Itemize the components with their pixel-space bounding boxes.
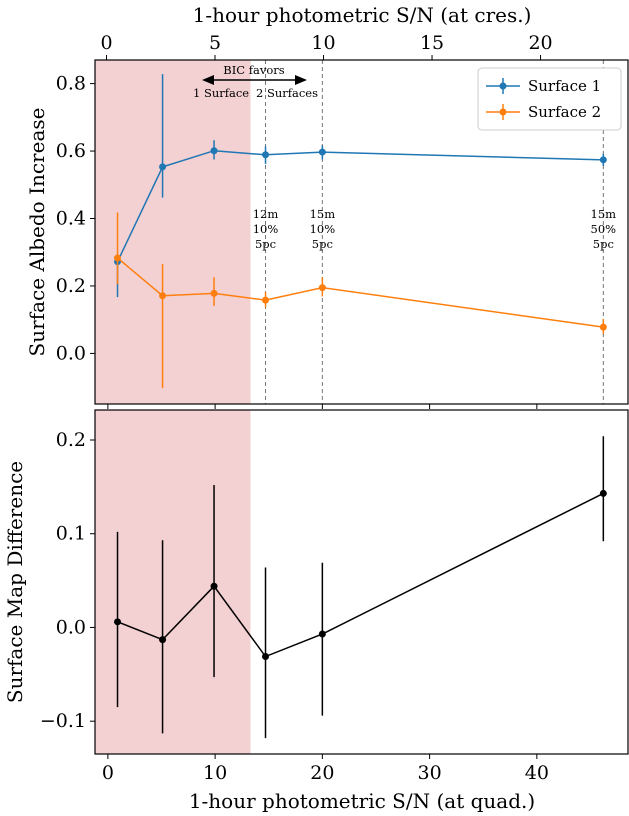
bottom-x-axis-label: 1-hour photometric S/N (at quad.) — [189, 789, 535, 813]
legend-marker-surface-2 — [499, 108, 507, 116]
legend-label-surface-1: Surface 1 — [528, 77, 601, 95]
bottom-y-axis-label: Surface Map Difference — [3, 461, 27, 703]
bic-arrow-right-head — [295, 75, 307, 85]
bic-arrow-left-head — [202, 75, 214, 85]
top-bottom-ticks — [107, 404, 538, 409]
top-ytick-label-4: 0.8 — [56, 73, 86, 95]
legend: Surface 1 Surface 2 — [477, 67, 622, 131]
diff-line — [117, 492, 604, 658]
point-s0-3 — [262, 151, 270, 159]
bottom-ytick-label-0: −0.1 — [40, 710, 86, 732]
vline-label-1-2: 5pc — [312, 237, 333, 251]
top-y-axis-label: Surface Albedo Increase — [25, 108, 49, 357]
bottom-ytick-label-1: 0.0 — [56, 616, 86, 638]
legend-entry-surface-1: Surface 1 — [486, 77, 601, 95]
bottom-panel: −0.1 0.0 0.1 0.2 0 10 20 30 40 1-hour photometr… — [3, 409, 629, 813]
top-cres-tick-label-3: 15 — [420, 32, 444, 54]
point-s1-2 — [210, 289, 218, 297]
bottom-plot-frame — [94, 409, 629, 755]
top-plot-frame — [94, 59, 629, 405]
bottom-xtick-label-1: 10 — [203, 762, 227, 784]
top-x-axis-label: 1-hour photometric S/N (at cres.) — [193, 3, 532, 27]
point-s1-1 — [159, 292, 167, 300]
bic-annotation: BIC favors 1 Surface 2 Surfaces — [193, 63, 318, 100]
point-s0-2 — [210, 147, 218, 155]
point-s1-5 — [599, 323, 607, 331]
bic-right-label: 2 Surfaces — [256, 86, 318, 100]
top-ytick-label-3: 0.6 — [56, 140, 86, 162]
bottom-y-ticks: −0.1 0.0 0.1 0.2 — [40, 429, 95, 732]
bic-left-label: 1 Surface — [193, 86, 249, 100]
legend-marker-surface-1 — [499, 82, 507, 90]
vline-label-1-1: 10% — [310, 222, 336, 236]
bottom-xtick-label-2: 20 — [310, 762, 334, 784]
top-ytick-label-0: 0.0 — [56, 342, 86, 364]
point-s0-1 — [159, 163, 167, 171]
vline-label-2-1: 50% — [591, 222, 617, 236]
vline-label-2-0: 15m — [591, 207, 617, 221]
bottom-series — [114, 436, 607, 739]
top-cres-tick-label-2: 10 — [311, 32, 335, 54]
diff-point-5 — [599, 489, 607, 497]
point-s1-4 — [318, 284, 326, 292]
top-shaded-region — [95, 60, 251, 404]
diff-point-4 — [318, 630, 326, 638]
legend-box — [477, 67, 622, 131]
top-cres-tick-label-4: 20 — [528, 32, 552, 54]
vline-label-0-1: 10% — [253, 222, 279, 236]
legend-entry-surface-2: Surface 2 — [486, 103, 601, 121]
bic-title: BIC favors — [223, 63, 284, 77]
bottom-xtick-label-4: 40 — [525, 762, 549, 784]
vline-label-0-2: 5pc — [255, 237, 276, 251]
vline-label-0-0: 12m — [253, 207, 279, 221]
point-s0-5 — [599, 156, 607, 164]
top-cres-tick-label-1: 5 — [209, 32, 221, 54]
series-line-1 — [117, 257, 604, 328]
diff-point-2 — [210, 582, 218, 590]
legend-label-surface-2: Surface 2 — [528, 103, 601, 121]
bottom-x-ticks: 0 10 20 30 40 — [102, 754, 549, 784]
diff-point-1 — [159, 636, 167, 644]
bottom-xtick-label-0: 0 — [102, 762, 114, 784]
top-series — [114, 74, 607, 389]
top-ytick-label-1: 0.2 — [56, 275, 86, 297]
diff-point-0 — [114, 618, 122, 626]
vline-label-1-0: 15m — [310, 207, 336, 221]
top-cres-tick-label-0: 0 — [100, 32, 112, 54]
bottom-ytick-label-2: 0.1 — [56, 523, 86, 545]
bottom-shaded-region — [95, 410, 251, 754]
bottom-xtick-label-3: 30 — [418, 762, 442, 784]
point-s0-4 — [318, 148, 326, 156]
point-s1-0 — [114, 254, 122, 262]
point-s1-3 — [262, 296, 270, 304]
bottom-ytick-label-3: 0.2 — [56, 429, 86, 451]
series-line-0 — [116, 149, 604, 263]
top-y-ticks: 0.0 0.2 0.4 0.6 0.8 — [56, 73, 95, 364]
top-x-ticks-cres: 0 5 10 15 20 — [100, 32, 553, 60]
vline-label-2-2: 5pc — [593, 237, 614, 251]
diff-point-3 — [262, 653, 270, 661]
top-ytick-label-2: 0.4 — [56, 208, 86, 230]
